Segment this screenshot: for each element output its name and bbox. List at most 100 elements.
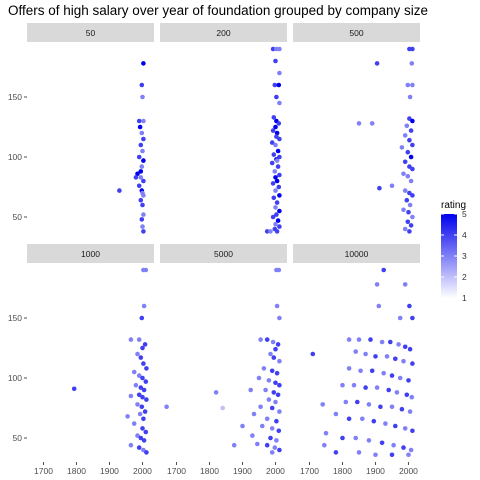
- data-point: [404, 392, 410, 398]
- data-point: [394, 390, 400, 395]
- data-point: [389, 452, 395, 458]
- data-point: [358, 368, 363, 374]
- data-point: [240, 423, 245, 429]
- data-point: [141, 136, 146, 142]
- data-point: [401, 358, 406, 364]
- data-point: [275, 164, 281, 169]
- data-point: [323, 430, 329, 436]
- data-point: [164, 404, 169, 410]
- data-point: [355, 399, 360, 405]
- data-point: [138, 385, 144, 390]
- data-point: [374, 61, 380, 66]
- facet-strip: [160, 23, 287, 42]
- data-point: [366, 438, 372, 443]
- data-point: [139, 82, 145, 88]
- data-point: [381, 267, 387, 273]
- data-point: [273, 205, 278, 210]
- data-point: [408, 178, 414, 184]
- data-point: [373, 452, 378, 458]
- data-point: [141, 212, 146, 217]
- data-point: [142, 342, 148, 347]
- data-point: [274, 438, 279, 443]
- data-point: [273, 380, 278, 386]
- data-point: [274, 418, 279, 424]
- y-tick-label: 150: [8, 92, 22, 102]
- data-point: [406, 452, 411, 458]
- data-point: [269, 140, 275, 145]
- data-point: [406, 378, 411, 383]
- data-point: [135, 402, 140, 407]
- data-point: [133, 382, 139, 388]
- data-point: [137, 411, 143, 417]
- data-point: [258, 337, 263, 342]
- data-point: [140, 190, 145, 196]
- data-point: [133, 175, 139, 180]
- x-tick-label: 2000: [133, 466, 152, 476]
- data-point: [271, 152, 277, 157]
- data-point: [274, 200, 280, 205]
- x-tick-label: 2000: [399, 466, 418, 476]
- data-point: [139, 315, 145, 321]
- data-point: [275, 148, 281, 154]
- data-point: [402, 188, 408, 193]
- data-point: [275, 218, 281, 223]
- x-tick-label: 1800: [200, 466, 219, 476]
- data-point: [363, 351, 368, 357]
- x-tick-label: 1900: [100, 466, 119, 476]
- data-point: [277, 46, 282, 52]
- facet-label: 10000: [345, 249, 369, 259]
- data-point: [407, 303, 412, 309]
- data-point: [404, 123, 410, 129]
- data-point: [276, 184, 282, 190]
- data-point: [139, 217, 145, 222]
- data-point: [269, 450, 275, 455]
- data-point: [140, 202, 145, 208]
- data-point: [248, 387, 253, 393]
- data-point: [272, 82, 278, 88]
- x-tick-label: 1800: [333, 466, 352, 476]
- data-point: [269, 368, 275, 374]
- data-point: [275, 392, 281, 398]
- x-tick-label: 1900: [233, 466, 252, 476]
- data-point: [71, 386, 77, 392]
- data-point: [410, 142, 415, 148]
- data-point: [402, 344, 408, 350]
- data-point: [141, 361, 146, 366]
- data-point: [410, 315, 415, 321]
- x-tick-label: 1700: [167, 466, 186, 476]
- data-point: [389, 404, 395, 410]
- data-point: [140, 94, 145, 100]
- data-point: [402, 226, 408, 232]
- data-point: [389, 183, 395, 189]
- data-point: [268, 351, 273, 357]
- legend-colorbar: [441, 214, 457, 298]
- data-point: [144, 397, 149, 402]
- data-point: [402, 159, 408, 165]
- data-point: [408, 128, 414, 133]
- data-point: [274, 158, 280, 163]
- y-tick-label: 100: [8, 373, 22, 383]
- data-point: [258, 404, 263, 410]
- data-point: [405, 82, 411, 88]
- data-point: [277, 358, 282, 364]
- data-point: [273, 175, 278, 180]
- data-point: [261, 366, 267, 371]
- data-point: [136, 154, 142, 160]
- data-point: [142, 409, 148, 414]
- data-point: [277, 208, 282, 214]
- data-point: [379, 440, 385, 446]
- data-point: [333, 411, 339, 417]
- data-point: [141, 303, 147, 309]
- data-point: [333, 450, 339, 455]
- data-point: [264, 442, 270, 448]
- data-point: [276, 82, 282, 88]
- data-point: [410, 118, 415, 124]
- data-point: [368, 337, 373, 342]
- data-point: [399, 145, 405, 150]
- data-point: [410, 166, 415, 172]
- data-point: [270, 214, 276, 220]
- data-point: [407, 202, 413, 208]
- facet-label: 200: [216, 28, 230, 38]
- data-point: [406, 209, 411, 215]
- data-point: [369, 368, 375, 374]
